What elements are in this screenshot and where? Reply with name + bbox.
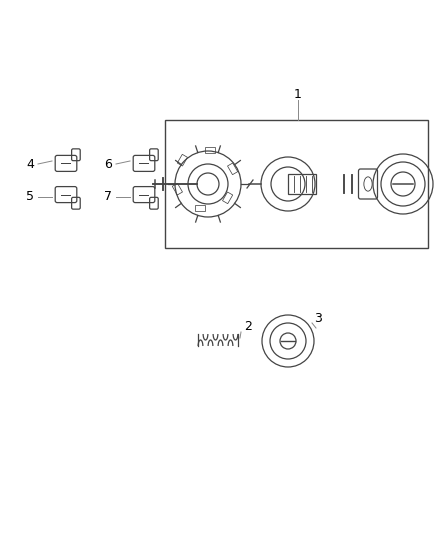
Bar xyxy=(223,192,233,204)
Bar xyxy=(288,174,316,194)
Bar xyxy=(172,183,183,195)
Bar xyxy=(165,120,428,248)
Text: 6: 6 xyxy=(104,157,112,171)
Bar xyxy=(205,147,215,153)
Text: 5: 5 xyxy=(26,190,34,204)
Text: 1: 1 xyxy=(294,88,302,101)
Bar xyxy=(177,155,187,166)
Bar xyxy=(195,205,205,211)
Text: 3: 3 xyxy=(314,311,322,325)
Text: 7: 7 xyxy=(104,190,112,204)
Bar xyxy=(227,163,238,175)
Text: 2: 2 xyxy=(244,320,252,334)
Text: 4: 4 xyxy=(26,157,34,171)
